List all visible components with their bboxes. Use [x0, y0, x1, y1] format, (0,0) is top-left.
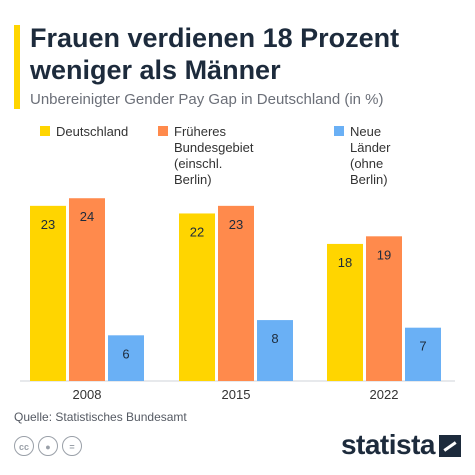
bar-2015-series-1	[218, 205, 254, 381]
data-label-2022-series-2: 7	[419, 339, 426, 354]
bar-chart: 23 24 6 2008 22 23 8 2015 18 19 7 2022	[20, 198, 455, 402]
equals-icon: =	[62, 436, 82, 456]
bar-2022-series-2	[405, 327, 441, 381]
legend-swatch-deutschland	[40, 126, 50, 136]
data-label-2015-series-1: 23	[229, 217, 243, 232]
data-label-2008-series-2: 6	[122, 346, 129, 361]
data-label-2008-series-1: 24	[80, 209, 94, 224]
legend-label-neue-laender: Neue Länder (ohne Berlin)	[350, 124, 391, 187]
legend-label-deutschland: Deutschland	[56, 124, 129, 139]
x-tick-label-2022: 2022	[370, 387, 399, 402]
bar-2008-series-1	[69, 198, 105, 381]
data-label-2008-series-0: 23	[41, 217, 55, 232]
bar-2022-series-0	[327, 243, 363, 381]
data-label-2015-series-0: 22	[190, 224, 204, 239]
x-tick-label-2008: 2008	[73, 387, 102, 402]
bar-2008-series-2	[108, 335, 144, 381]
chart-title: Frauen verdienen 18 Prozent weniger als …	[30, 23, 400, 85]
bar-2015-series-0	[179, 213, 215, 381]
legend-swatch-frueheres-bundesgebiet	[158, 126, 168, 136]
x-tick-label-2015: 2015	[222, 387, 251, 402]
legend-label-frueheres-bundesgebiet: Früheres Bundesgebiet (einschl. Berlin)	[174, 124, 254, 187]
bar-2022-series-1	[366, 236, 402, 381]
data-label-2015-series-2: 8	[271, 331, 278, 346]
person-icon: ●	[38, 436, 58, 456]
data-label-2022-series-0: 18	[338, 255, 352, 270]
statista-logo: statista	[341, 429, 461, 461]
bar-2008-series-0	[30, 205, 66, 381]
bar-2015-series-2	[257, 320, 293, 381]
cc-icon: cc	[14, 436, 34, 456]
license-icons: cc ● =	[14, 436, 86, 456]
brand-text: statista	[340, 429, 436, 460]
chart-subtitle: Unbereinigter Gender Pay Gap in Deutschl…	[30, 91, 384, 108]
data-label-2022-series-1: 19	[377, 247, 391, 262]
statista-logo-mark-icon	[439, 435, 461, 457]
legend: Deutschland Früheres Bundesgebiet (einsc…	[40, 124, 470, 187]
legend-swatch-neue-laender	[334, 126, 344, 136]
source-note: Quelle: Statistisches Bundesamt	[14, 410, 187, 424]
title-accent-bar	[14, 25, 20, 109]
